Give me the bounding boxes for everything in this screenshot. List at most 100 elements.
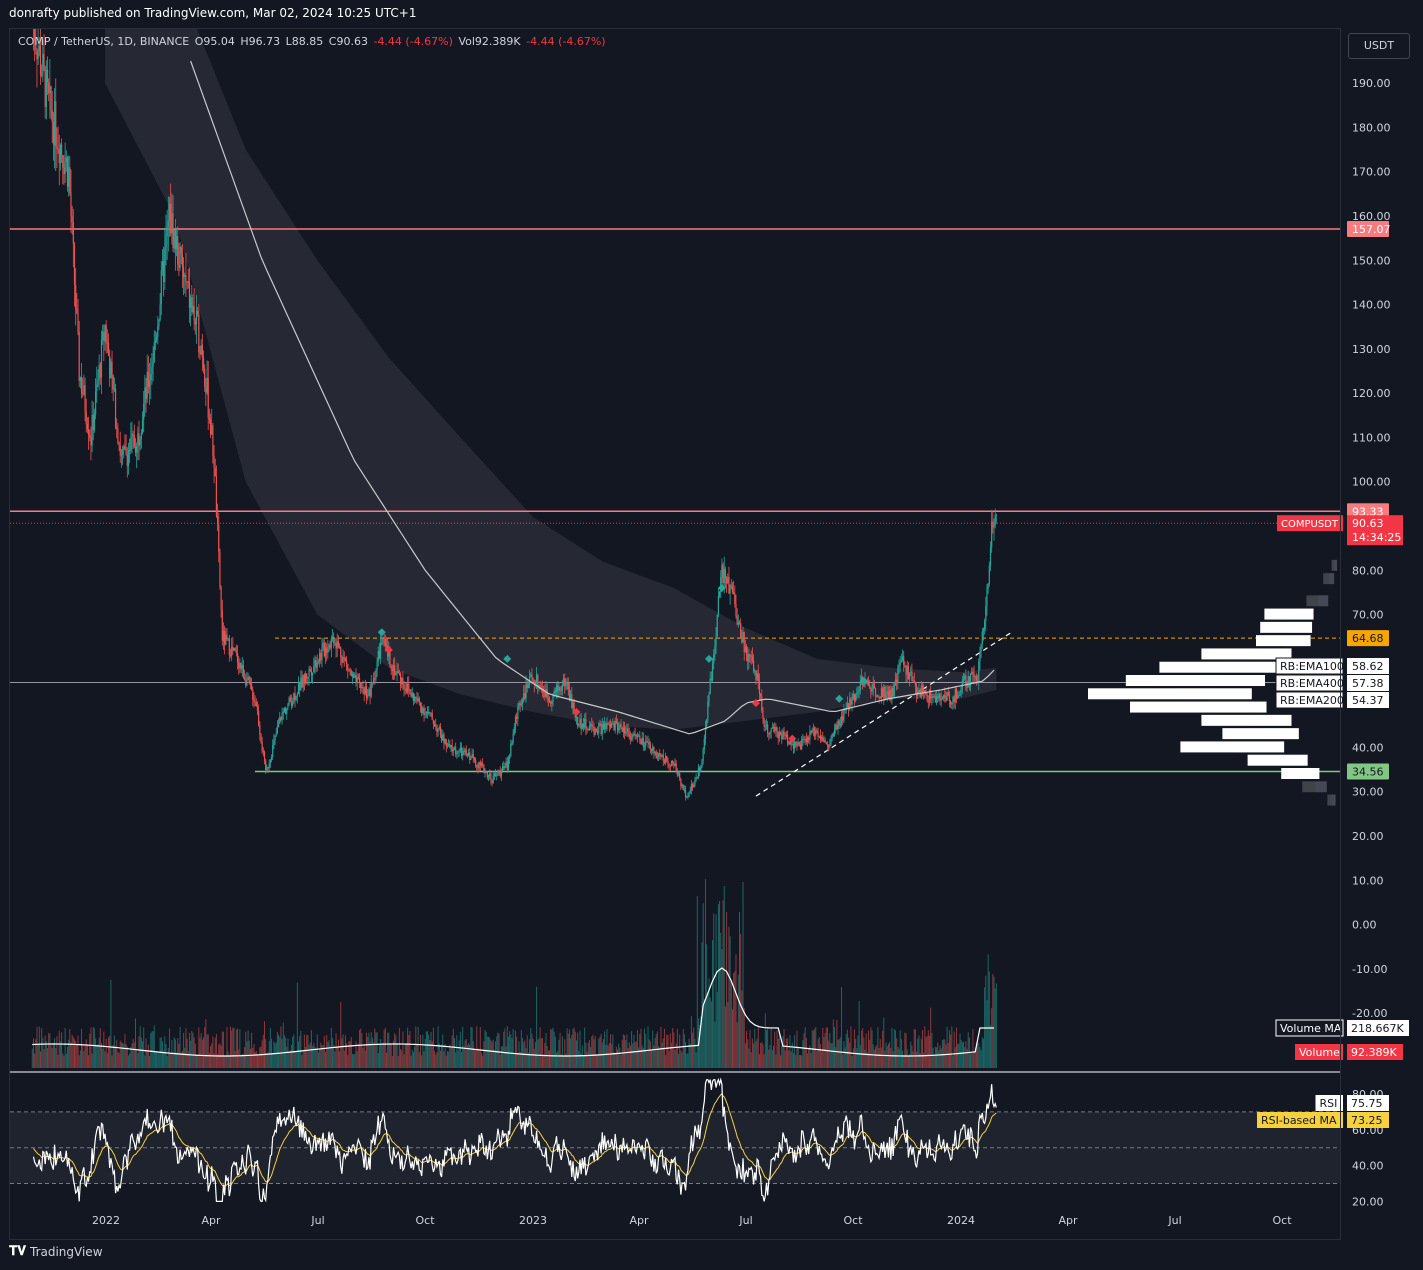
volume-bar xyxy=(932,1047,934,1068)
dashed-level-price-tag: 64.68 xyxy=(1352,632,1384,645)
volume-bar xyxy=(566,1028,568,1068)
buy-signal-marker[interactable] xyxy=(705,654,714,663)
symbol-tag-bg xyxy=(1277,515,1343,532)
volume-bar xyxy=(647,1026,649,1068)
volume-bar xyxy=(464,1040,466,1068)
volume-bar xyxy=(981,1037,983,1068)
volume-bar xyxy=(661,1042,663,1068)
chart-area[interactable]: 190.00 180.00 170.00 160.00 150.00 140.00 130.… xyxy=(0,0,1423,1240)
candle-body xyxy=(560,690,562,692)
candle-body xyxy=(399,673,402,685)
volume-bar xyxy=(198,1027,200,1068)
candle-body xyxy=(771,727,773,729)
candle-body xyxy=(702,749,704,761)
candle-body xyxy=(333,636,335,644)
candle-body xyxy=(794,741,796,749)
candle-body xyxy=(846,702,849,708)
bar-countdown: 14:34:25 xyxy=(1352,531,1401,544)
volume-bar xyxy=(666,1034,668,1068)
candle-body xyxy=(202,357,205,369)
volume-bar xyxy=(991,1008,993,1068)
buy-signal-marker[interactable] xyxy=(717,583,726,592)
volume-profile-row-fill xyxy=(1222,728,1299,740)
volume-bar xyxy=(597,1055,599,1068)
candle-body xyxy=(578,725,580,727)
candle-body xyxy=(240,663,242,670)
volume-bar xyxy=(153,1025,155,1068)
volume-bar xyxy=(509,1031,511,1068)
candle-body xyxy=(433,723,436,727)
volume-bar xyxy=(581,1045,583,1068)
candle-body xyxy=(36,49,38,60)
candle-body xyxy=(629,736,632,739)
volume-bar xyxy=(431,1040,433,1068)
candle-body xyxy=(987,583,989,589)
volume-bar xyxy=(503,1031,505,1068)
volume-bar xyxy=(283,1035,285,1068)
candle-body xyxy=(634,733,636,736)
volume-bar xyxy=(437,1026,439,1068)
buy-signal-marker[interactable] xyxy=(377,628,386,637)
candle-body xyxy=(893,685,895,697)
candle-body xyxy=(178,264,180,268)
volume-bar xyxy=(124,1034,126,1068)
volume-bar xyxy=(592,1034,594,1068)
volume-bar xyxy=(122,1043,124,1068)
buy-signal-marker[interactable] xyxy=(503,654,512,663)
sell-signal-marker[interactable] xyxy=(751,699,760,708)
rsi-line xyxy=(32,1077,997,1203)
volume-bar xyxy=(655,1033,657,1068)
candle-body xyxy=(621,727,623,732)
candle-body xyxy=(372,678,375,683)
candle-body xyxy=(431,712,433,720)
price-axis-label: 170.00 xyxy=(1352,166,1391,179)
candle-body xyxy=(317,661,320,663)
candle-body xyxy=(724,568,727,579)
legend-symbol[interactable]: COMP / TetherUS, 1D, BINANCE xyxy=(18,35,190,48)
volume-bar xyxy=(896,1038,898,1068)
candle-body xyxy=(83,385,85,395)
volume-bar xyxy=(116,1040,118,1068)
candle-body xyxy=(622,727,624,732)
candle-body xyxy=(872,683,874,691)
buy-signal-marker[interactable] xyxy=(835,694,844,703)
footer-brand[interactable]: 𝐓𝐕 TradingView xyxy=(9,1244,103,1259)
candle-body xyxy=(750,655,752,657)
candle-body xyxy=(342,657,344,663)
ema-value-tag-bg xyxy=(1347,675,1389,691)
volume-bar xyxy=(797,1047,799,1068)
candle-body xyxy=(925,693,927,695)
volume-profile-row-fill xyxy=(1159,661,1277,673)
sell-signal-marker[interactable] xyxy=(384,645,393,654)
volume-bar xyxy=(69,1029,71,1068)
volume-bar xyxy=(319,1048,321,1068)
candle-body xyxy=(899,662,901,666)
candle-body xyxy=(775,727,777,731)
volume-bar xyxy=(332,1038,334,1068)
volume-bar xyxy=(755,1041,757,1068)
candle-body xyxy=(335,643,337,649)
candle-body xyxy=(389,650,391,667)
volume-bar xyxy=(343,1050,345,1068)
legend-volume-change: -4.44 (-4.67%) xyxy=(526,35,606,48)
candle-body xyxy=(790,740,792,746)
candle-body xyxy=(986,588,988,607)
sell-signal-marker[interactable] xyxy=(788,734,797,743)
currency-selector[interactable]: USDT xyxy=(1348,33,1410,59)
candle-body xyxy=(552,693,554,702)
volume-bar xyxy=(550,1029,552,1068)
candle-body xyxy=(477,766,479,769)
volume-bar xyxy=(425,1031,427,1068)
sell-signal-marker[interactable] xyxy=(572,707,581,716)
buy-signal-marker[interactable] xyxy=(859,676,868,685)
candle-body xyxy=(350,671,352,677)
candle-body xyxy=(79,377,81,381)
chart-svg[interactable]: 190.00180.00170.00160.00150.00140.00130.… xyxy=(0,0,1423,1240)
candle-body xyxy=(458,750,460,752)
volume-bar xyxy=(702,903,704,1068)
volume-bar xyxy=(892,1051,894,1068)
candle-body xyxy=(107,342,110,356)
candle-body xyxy=(553,690,555,694)
volume-bar xyxy=(703,998,705,1068)
candle-body xyxy=(948,695,951,701)
